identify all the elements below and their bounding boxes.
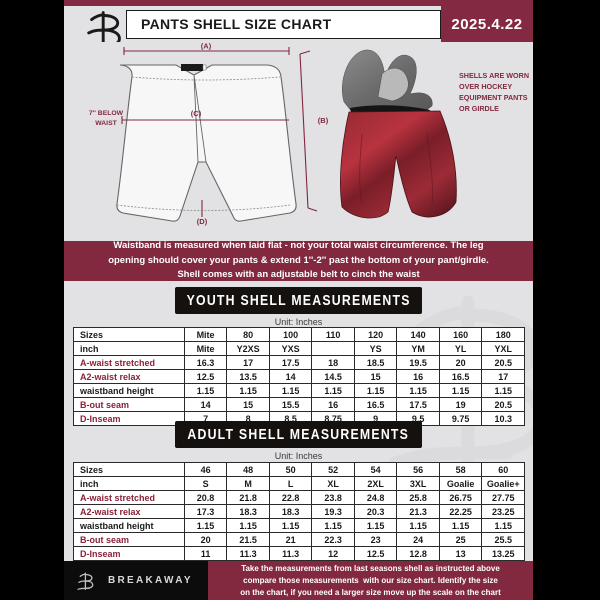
svg-text:(C): (C) (191, 109, 202, 118)
svg-text:WAIST: WAIST (95, 120, 117, 127)
svg-text:(A): (A) (201, 42, 212, 51)
svg-text:7'' BELOW: 7'' BELOW (89, 110, 124, 117)
svg-text:(D): (D) (197, 217, 208, 226)
svg-text:(B): (B) (318, 116, 329, 125)
